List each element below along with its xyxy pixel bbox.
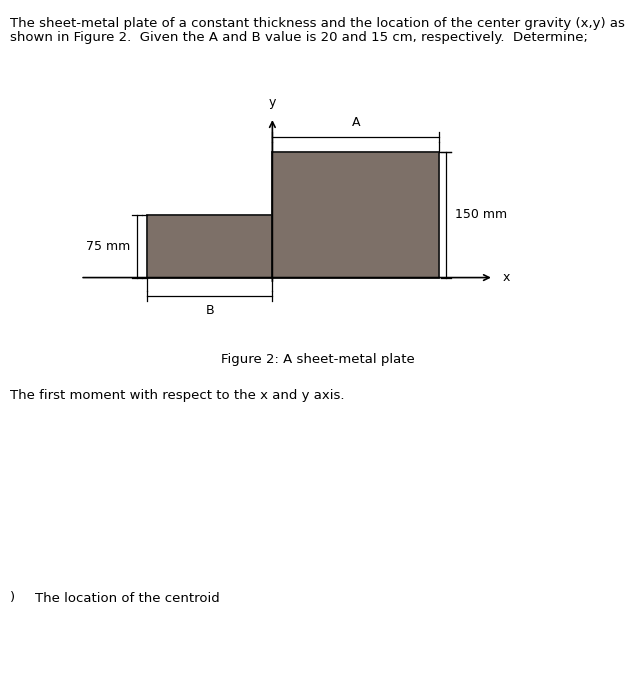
- Text: y: y: [269, 96, 276, 108]
- Text: shown in Figure 2.  Given the A and B value is 20 and 15 cm, respectively.  Dete: shown in Figure 2. Given the A and B val…: [10, 32, 587, 45]
- Text: 150 mm: 150 mm: [455, 209, 507, 221]
- Text: Figure 2: A sheet-metal plate: Figure 2: A sheet-metal plate: [220, 354, 415, 367]
- Bar: [272, 152, 439, 278]
- Text: ): ): [10, 592, 15, 605]
- Text: The location of the centroid: The location of the centroid: [35, 592, 220, 605]
- Text: The sheet-metal plate of a constant thickness and the location of the center gra: The sheet-metal plate of a constant thic…: [10, 18, 624, 31]
- Text: 75 mm: 75 mm: [86, 239, 130, 253]
- Text: The first moment with respect to the x and y axis.: The first moment with respect to the x a…: [10, 389, 344, 402]
- Bar: [147, 215, 272, 278]
- Text: x: x: [502, 271, 509, 284]
- Text: A: A: [352, 116, 360, 129]
- Text: B: B: [205, 304, 214, 317]
